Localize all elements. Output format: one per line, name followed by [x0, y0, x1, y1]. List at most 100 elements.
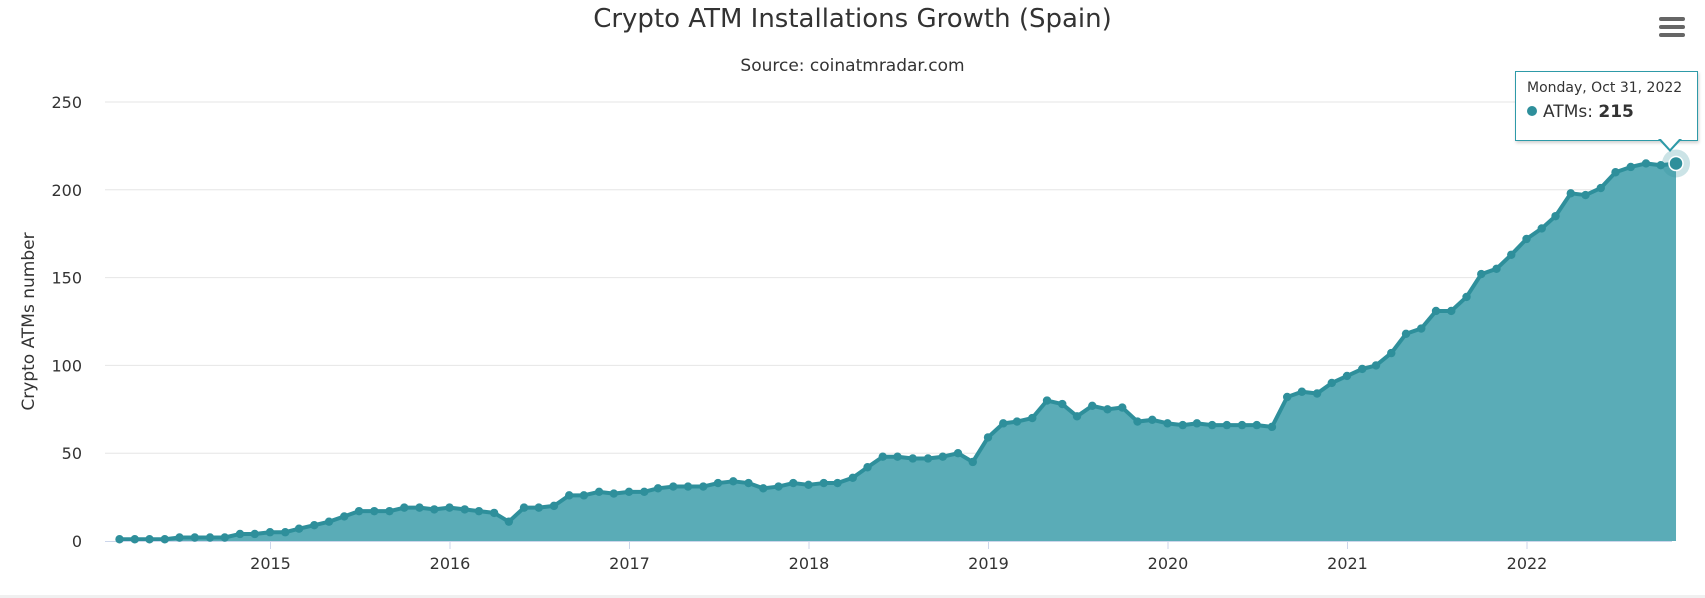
data-point: [1522, 234, 1531, 244]
data-point: [1358, 364, 1367, 374]
data-point-active: [1668, 155, 1684, 172]
data-point: [729, 477, 738, 486]
data-point: [1507, 250, 1516, 259]
data-point: [1462, 292, 1471, 302]
data-point: [819, 478, 828, 488]
data-point: [594, 487, 604, 497]
data-point: [1282, 392, 1292, 402]
x-tick-label: 2018: [789, 554, 830, 573]
data-point: [115, 535, 124, 544]
series-marker-icon: [1527, 106, 1537, 116]
data-point: [968, 457, 977, 467]
data-point: [235, 529, 245, 539]
data-point: [1656, 161, 1665, 170]
data-point: [653, 484, 663, 493]
y-axis-title: Crypto ATMs number: [19, 232, 39, 410]
area-layer: [117, 161, 1679, 542]
data-point: [1088, 401, 1097, 410]
x-tick-label: 2017: [609, 554, 650, 573]
x-tick-label: 2016: [430, 554, 471, 573]
tooltip-value: 215: [1598, 102, 1634, 122]
data-point: [1566, 189, 1575, 198]
data-point: [354, 506, 364, 516]
data-point: [999, 419, 1008, 428]
data-point: [534, 503, 543, 512]
data-point: [938, 452, 947, 461]
y-tick-label: 250: [51, 93, 82, 112]
menu-bar: [1659, 25, 1685, 29]
chart-subtitle: Source: coinatmradar.com: [740, 56, 965, 76]
x-tick-label: 2019: [968, 554, 1009, 573]
data-point: [1237, 420, 1247, 430]
x-tick-label: 2021: [1327, 554, 1368, 573]
data-point: [923, 454, 933, 463]
data-point: [1641, 159, 1651, 168]
data-point: [1312, 389, 1322, 398]
data-point: [1537, 224, 1546, 233]
tooltip: Monday, Oct 31, 2022 ATMs: 215: [1515, 71, 1698, 141]
data-point: [175, 533, 184, 542]
data-point: [1371, 361, 1381, 370]
y-tick-label: 0: [72, 532, 82, 551]
data-point: [310, 520, 319, 530]
data-point: [474, 506, 484, 516]
label-layer: 0 50 100 150 200 250 2015 2016 2017 2018 2019 2020 2…: [19, 93, 1547, 573]
data-point: [160, 535, 169, 544]
data-point: [983, 433, 993, 442]
data-point: [1447, 306, 1456, 316]
x-tick-label: 2022: [1507, 554, 1548, 573]
data-point: [878, 452, 887, 461]
data-point: [609, 489, 619, 498]
menu-bar: [1659, 17, 1685, 21]
data-point: [250, 529, 259, 539]
data-point: [370, 506, 379, 516]
data-point: [445, 503, 454, 512]
data-point: [385, 506, 394, 516]
data-point: [1207, 420, 1217, 430]
data-point: [683, 482, 693, 491]
data-point: [789, 478, 798, 488]
data-point: [1297, 387, 1307, 396]
data-point: [579, 491, 589, 500]
data-point: [294, 524, 304, 533]
data-point: [893, 452, 902, 461]
data-point: [833, 478, 842, 488]
data-point: [1581, 190, 1590, 200]
data-point: [265, 528, 275, 537]
data-point: [220, 533, 229, 542]
data-point: [1178, 420, 1187, 430]
data-point: [430, 505, 439, 514]
series-area-fill: [119, 163, 1677, 541]
hamburger-menu-icon[interactable]: [1656, 14, 1688, 42]
chart-title: Crypto ATM Installations Growth (Spain): [593, 4, 1112, 34]
data-point: [400, 503, 409, 512]
data-point: [1103, 405, 1112, 414]
data-point: [848, 473, 857, 482]
data-point: [1133, 417, 1142, 426]
data-point: [324, 517, 334, 526]
data-point: [774, 482, 783, 491]
data-point: [1431, 306, 1441, 316]
x-tick-label: 2020: [1148, 554, 1189, 573]
x-tick-label: 2015: [250, 554, 291, 573]
data-point: [1551, 211, 1560, 221]
data-point: [1072, 412, 1082, 421]
data-point: [744, 478, 753, 488]
data-point: [1267, 422, 1277, 432]
data-point: [669, 482, 678, 491]
data-point: [519, 503, 529, 512]
data-point: [759, 484, 768, 493]
data-point: [190, 533, 199, 542]
y-tick-label: 100: [51, 356, 82, 375]
data-point: [1387, 348, 1396, 358]
data-point: [415, 503, 424, 512]
data-point: [640, 487, 649, 497]
points-layer: [115, 149, 1691, 544]
data-point: [1477, 269, 1486, 279]
data-point: [1058, 399, 1067, 409]
data-point: [1596, 183, 1605, 193]
data-point: [1492, 264, 1501, 274]
tooltip-caret-inner: [1660, 138, 1680, 149]
